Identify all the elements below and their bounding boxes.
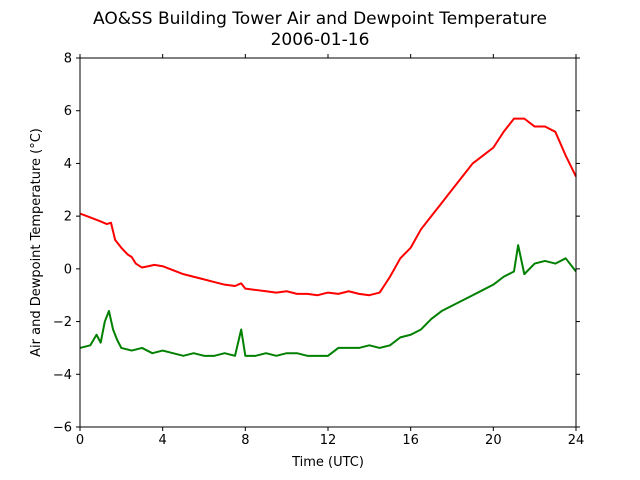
y-tick-label: −4 (53, 368, 72, 383)
chart-title: AO&SS Building Tower Air and Dewpoint Te… (93, 9, 547, 29)
y-tick-label: 2 (64, 210, 72, 225)
chart-subtitle: 2006-01-16 (271, 30, 370, 50)
y-tick-label: −6 (53, 421, 72, 436)
y-tick-label: 0 (64, 262, 72, 277)
series-group (79, 117, 577, 357)
x-axis: 0 4 8 12 16 20 24 (76, 54, 584, 448)
x-tick-label: 12 (320, 433, 337, 448)
y-tick-label: 6 (64, 104, 72, 119)
series-line-0 (79, 117, 577, 297)
x-tick-label: 8 (241, 433, 249, 448)
x-tick-label: 24 (568, 433, 585, 448)
x-tick-label: 20 (485, 433, 502, 448)
series-line-1 (79, 244, 577, 357)
x-tick-label: 4 (159, 433, 167, 448)
x-axis-label: Time (UTC) (291, 455, 364, 470)
y-axis-label: Air and Dewpoint Temperature (°C) (29, 128, 44, 357)
y-tick-label: −2 (53, 315, 72, 330)
y-tick-label: 8 (64, 52, 72, 67)
x-tick-label: 0 (76, 433, 84, 448)
y-tick-label: 4 (64, 157, 72, 172)
x-tick-label: 16 (402, 433, 419, 448)
y-axis: −6 −4 −2 0 2 4 6 8 (53, 52, 580, 436)
